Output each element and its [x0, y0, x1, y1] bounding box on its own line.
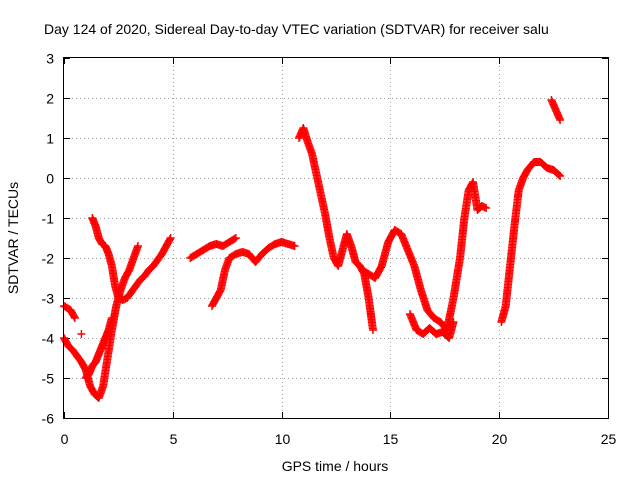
data-point — [70, 312, 79, 321]
data-point — [556, 116, 565, 124]
data-point — [107, 314, 116, 322]
data-point — [77, 330, 86, 338]
y-tick-label: -1 — [42, 211, 55, 227]
y-tick-label: -2 — [42, 251, 55, 267]
y-axis-title: SDTVAR / TECUs — [5, 182, 21, 294]
data-point — [368, 326, 377, 334]
x-axis-title: GPS time / hours — [282, 458, 389, 474]
y-tick-label: 3 — [46, 51, 54, 67]
data-point — [290, 242, 299, 250]
data-point — [166, 234, 175, 242]
data-point — [449, 318, 458, 326]
y-tick-label: -5 — [42, 371, 55, 387]
data-point — [231, 234, 240, 242]
data-point — [165, 235, 174, 244]
data-point — [230, 234, 239, 243]
data-point — [133, 242, 142, 250]
y-tick-label: 1 — [46, 131, 54, 147]
data-point — [556, 172, 565, 180]
y-tick-label: -4 — [42, 331, 55, 347]
y-tick-label: -6 — [42, 411, 55, 427]
y-tick-label: 2 — [46, 91, 54, 107]
grid — [64, 58, 608, 418]
x-tick-label: 0 — [61, 431, 69, 447]
plot-frame — [63, 57, 609, 419]
x-tick-label: 20 — [492, 431, 508, 447]
x-tick-labels: 0 5 10 15 20 25 — [61, 431, 617, 447]
data-point — [555, 171, 564, 179]
x-tick-label: 15 — [383, 431, 399, 447]
chart-title: Day 124 of 2020, Sidereal Day-to-day VTE… — [44, 21, 549, 37]
data-point — [70, 314, 79, 322]
x-tick-label: 5 — [170, 431, 178, 447]
ticks — [64, 58, 609, 419]
y-tick-label: 0 — [46, 171, 54, 187]
x-tick-label: 10 — [275, 431, 291, 447]
y-tick-label: -3 — [42, 291, 55, 307]
data-point — [482, 204, 491, 212]
data-points — [60, 96, 565, 402]
x-tick-label: 25 — [601, 431, 617, 447]
y-tick-labels: -6 -5 -4 -3 -2 -1 0 1 2 3 — [42, 51, 55, 427]
